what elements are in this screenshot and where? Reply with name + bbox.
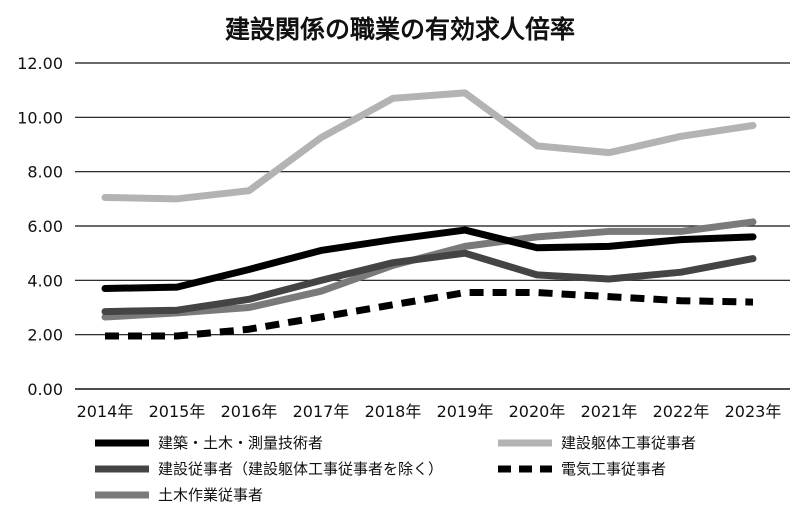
x-axis-ticks: 2014年 2015年 2016年 2017年 2018年 2019年 2020年 2021年… bbox=[77, 402, 782, 421]
x-tick-label: 2020年 bbox=[509, 402, 566, 421]
y-tick-label: 2.00 bbox=[27, 326, 63, 345]
y-tick-label: 0.00 bbox=[27, 380, 63, 399]
series-lines bbox=[101, 89, 757, 340]
chart-title: 建設関係の職業の有効求人倍率 bbox=[225, 15, 575, 44]
y-tick-label: 6.00 bbox=[27, 217, 63, 236]
gridlines bbox=[75, 62, 790, 390]
y-tick-label: 8.00 bbox=[27, 163, 63, 182]
legend-label: 建設従事者（建設躯体工事従事者を除く） bbox=[158, 460, 443, 478]
series-line bbox=[105, 289, 754, 340]
series-line bbox=[101, 226, 757, 292]
legend-label: 土木作業従事者 bbox=[158, 486, 263, 504]
x-tick-label: 2014年 bbox=[77, 402, 134, 421]
legend-label: 建設躯体工事従事者 bbox=[561, 434, 696, 452]
x-tick-label: 2015年 bbox=[149, 402, 206, 421]
y-tick-label: 10.00 bbox=[17, 108, 63, 127]
legend-label: 電気工事従事者 bbox=[561, 460, 666, 478]
x-tick-label: 2017年 bbox=[293, 402, 350, 421]
y-tick-label: 4.00 bbox=[27, 271, 63, 290]
series-line bbox=[101, 249, 757, 316]
x-tick-label: 2022年 bbox=[653, 402, 710, 421]
x-tick-label: 2023年 bbox=[725, 402, 782, 421]
x-tick-label: 2019年 bbox=[437, 402, 494, 421]
y-axis-ticks: 0.00 2.00 4.00 6.00 8.00 10.00 12.00 bbox=[17, 54, 63, 399]
y-tick-label: 12.00 bbox=[17, 54, 63, 73]
x-tick-label: 2021年 bbox=[581, 402, 638, 421]
legend-label: 建築・土木・測量技術者 bbox=[158, 434, 323, 452]
x-tick-label: 2018年 bbox=[365, 402, 422, 421]
x-tick-label: 2016年 bbox=[221, 402, 278, 421]
series-line bbox=[101, 89, 757, 203]
